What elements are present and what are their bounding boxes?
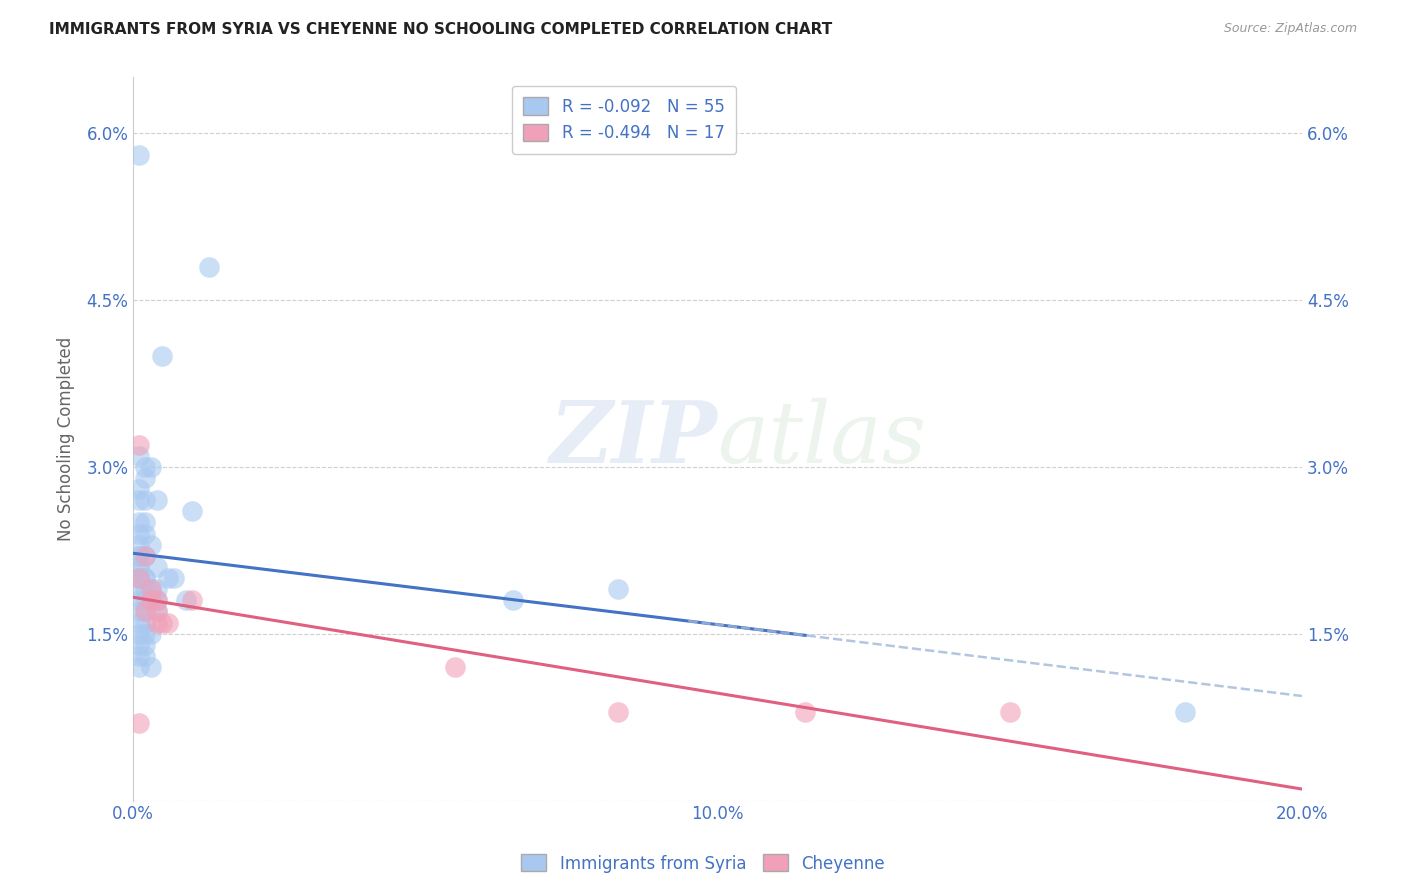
Point — [134, 648, 156, 663]
Point — [139, 660, 162, 674]
Point — [134, 638, 156, 652]
Point — [128, 626, 150, 640]
Point — [128, 582, 150, 597]
Point — [128, 648, 150, 663]
Point — [134, 459, 156, 474]
Point — [128, 437, 150, 451]
Point — [128, 571, 150, 585]
Y-axis label: No Schooling Completed: No Schooling Completed — [58, 337, 75, 541]
Point — [157, 571, 180, 585]
Point — [134, 493, 156, 508]
Point — [157, 615, 180, 630]
Point — [128, 549, 150, 563]
Point — [134, 605, 156, 619]
Point — [607, 705, 630, 719]
Point — [180, 593, 202, 607]
Point — [1174, 705, 1197, 719]
Point — [139, 538, 162, 552]
Point — [128, 148, 150, 162]
Point — [180, 504, 202, 518]
Point — [134, 582, 156, 597]
Point — [139, 626, 162, 640]
Point — [150, 615, 173, 630]
Point — [134, 549, 156, 563]
Point — [145, 593, 167, 607]
Point — [998, 705, 1021, 719]
Point — [128, 538, 150, 552]
Text: atlas: atlas — [717, 398, 927, 481]
Point — [145, 582, 167, 597]
Point — [128, 593, 150, 607]
Point — [128, 449, 150, 463]
Point — [443, 660, 465, 674]
Point — [128, 615, 150, 630]
Point — [128, 571, 150, 585]
Point — [128, 605, 150, 619]
Point — [794, 705, 817, 719]
Point — [139, 459, 162, 474]
Point — [198, 260, 221, 274]
Point — [502, 593, 524, 607]
Point — [145, 605, 167, 619]
Point — [134, 549, 156, 563]
Point — [134, 593, 156, 607]
Point — [134, 516, 156, 530]
Point — [128, 715, 150, 730]
Legend: Immigrants from Syria, Cheyenne: Immigrants from Syria, Cheyenne — [515, 847, 891, 880]
Legend: R = -0.092   N = 55, R = -0.494   N = 17: R = -0.092 N = 55, R = -0.494 N = 17 — [512, 86, 737, 153]
Text: IMMIGRANTS FROM SYRIA VS CHEYENNE NO SCHOOLING COMPLETED CORRELATION CHART: IMMIGRANTS FROM SYRIA VS CHEYENNE NO SCH… — [49, 22, 832, 37]
Point — [134, 615, 156, 630]
Point — [607, 582, 630, 597]
Point — [145, 593, 167, 607]
Point — [128, 638, 150, 652]
Point — [145, 615, 167, 630]
Point — [150, 349, 173, 363]
Point — [134, 571, 156, 585]
Point — [139, 582, 162, 597]
Point — [134, 605, 156, 619]
Point — [128, 571, 150, 585]
Point — [134, 526, 156, 541]
Point — [145, 493, 167, 508]
Point — [145, 560, 167, 574]
Point — [139, 582, 162, 597]
Point — [128, 516, 150, 530]
Point — [134, 571, 156, 585]
Point — [128, 560, 150, 574]
Point — [134, 471, 156, 485]
Point — [128, 660, 150, 674]
Text: ZIP: ZIP — [550, 397, 717, 481]
Point — [128, 549, 150, 563]
Point — [134, 626, 156, 640]
Point — [145, 605, 167, 619]
Point — [174, 593, 197, 607]
Point — [139, 593, 162, 607]
Text: Source: ZipAtlas.com: Source: ZipAtlas.com — [1223, 22, 1357, 36]
Point — [128, 526, 150, 541]
Point — [163, 571, 186, 585]
Point — [128, 482, 150, 496]
Point — [128, 493, 150, 508]
Point — [128, 560, 150, 574]
